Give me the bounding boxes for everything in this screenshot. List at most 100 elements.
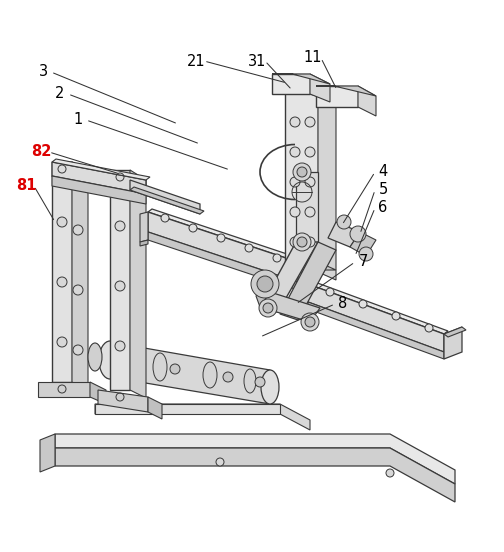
Text: 1: 1 — [74, 113, 83, 128]
Circle shape — [337, 215, 351, 229]
Polygon shape — [285, 262, 336, 270]
Circle shape — [305, 237, 315, 247]
Polygon shape — [272, 74, 330, 84]
Polygon shape — [260, 292, 320, 322]
Polygon shape — [52, 162, 72, 382]
Polygon shape — [148, 212, 298, 282]
Polygon shape — [98, 390, 148, 412]
Polygon shape — [328, 222, 360, 247]
Circle shape — [73, 285, 83, 295]
Polygon shape — [140, 212, 148, 242]
Circle shape — [255, 377, 265, 387]
Circle shape — [297, 237, 307, 247]
Polygon shape — [52, 162, 146, 194]
Polygon shape — [272, 74, 310, 94]
Text: 4: 4 — [379, 164, 388, 179]
Circle shape — [290, 177, 300, 187]
Circle shape — [263, 303, 273, 313]
Text: 8: 8 — [338, 296, 348, 311]
Polygon shape — [95, 404, 280, 414]
Polygon shape — [72, 162, 88, 390]
Polygon shape — [256, 282, 270, 307]
Circle shape — [305, 177, 315, 187]
Polygon shape — [308, 281, 448, 334]
Polygon shape — [55, 434, 455, 484]
Ellipse shape — [261, 370, 279, 404]
Circle shape — [257, 276, 273, 292]
Polygon shape — [40, 434, 55, 472]
Polygon shape — [308, 284, 444, 352]
Circle shape — [223, 372, 233, 382]
Text: 11: 11 — [304, 50, 322, 66]
Text: 7: 7 — [358, 254, 368, 269]
Circle shape — [73, 225, 83, 235]
Circle shape — [57, 217, 67, 227]
Text: 21: 21 — [186, 54, 205, 68]
Polygon shape — [110, 342, 270, 404]
Text: 2: 2 — [55, 87, 65, 102]
Circle shape — [359, 247, 373, 261]
Polygon shape — [140, 240, 148, 246]
Circle shape — [217, 234, 225, 242]
Polygon shape — [444, 327, 462, 359]
Polygon shape — [148, 397, 162, 419]
Polygon shape — [296, 172, 318, 242]
Ellipse shape — [153, 353, 167, 381]
Ellipse shape — [99, 341, 121, 379]
Circle shape — [305, 207, 315, 217]
Circle shape — [115, 281, 125, 291]
Polygon shape — [52, 159, 150, 180]
Circle shape — [251, 270, 279, 298]
Circle shape — [305, 147, 315, 157]
Text: 82: 82 — [31, 145, 51, 160]
Circle shape — [161, 214, 169, 222]
Circle shape — [359, 300, 367, 308]
Circle shape — [425, 324, 433, 332]
Polygon shape — [318, 92, 336, 280]
Text: 6: 6 — [379, 200, 388, 215]
Text: 81: 81 — [16, 178, 36, 194]
Circle shape — [293, 233, 311, 251]
Text: 3: 3 — [38, 65, 47, 79]
Circle shape — [189, 224, 197, 232]
Polygon shape — [130, 187, 204, 214]
Polygon shape — [316, 86, 358, 107]
Circle shape — [290, 207, 300, 217]
Polygon shape — [260, 242, 318, 312]
Circle shape — [326, 288, 334, 296]
Text: 31: 31 — [248, 54, 266, 68]
Polygon shape — [130, 170, 146, 398]
Circle shape — [305, 317, 315, 327]
Polygon shape — [52, 162, 88, 172]
Circle shape — [216, 458, 224, 466]
Circle shape — [57, 277, 67, 287]
Circle shape — [170, 364, 180, 374]
Circle shape — [290, 117, 300, 127]
Polygon shape — [148, 209, 302, 262]
Circle shape — [115, 341, 125, 351]
Polygon shape — [280, 242, 336, 320]
Circle shape — [350, 226, 366, 242]
Polygon shape — [444, 327, 466, 337]
Circle shape — [386, 469, 394, 477]
Circle shape — [301, 313, 319, 331]
Circle shape — [392, 312, 400, 320]
Ellipse shape — [88, 343, 102, 371]
Circle shape — [57, 337, 67, 347]
Circle shape — [259, 299, 277, 317]
Polygon shape — [310, 74, 330, 102]
Polygon shape — [52, 176, 146, 204]
Polygon shape — [285, 92, 336, 102]
Polygon shape — [350, 232, 376, 256]
Circle shape — [293, 163, 311, 181]
Ellipse shape — [203, 362, 217, 388]
Polygon shape — [285, 92, 318, 272]
Polygon shape — [308, 302, 444, 359]
Circle shape — [305, 117, 315, 127]
Circle shape — [290, 237, 300, 247]
Circle shape — [115, 221, 125, 231]
Polygon shape — [358, 86, 376, 116]
Polygon shape — [148, 232, 298, 290]
Polygon shape — [130, 180, 200, 214]
Circle shape — [245, 244, 253, 252]
